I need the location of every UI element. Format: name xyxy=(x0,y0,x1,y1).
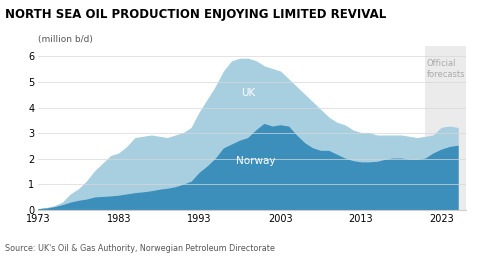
Text: NORTH SEA OIL PRODUCTION ENJOYING LIMITED REVIVAL: NORTH SEA OIL PRODUCTION ENJOYING LIMITE… xyxy=(5,8,386,21)
Text: Official
forecasts: Official forecasts xyxy=(427,59,466,79)
Bar xyxy=(425,46,466,210)
Text: Source: UK's Oil & Gas Authority, Norwegian Petroleum Directorate: Source: UK's Oil & Gas Authority, Norweg… xyxy=(5,244,275,253)
Text: (million b/d): (million b/d) xyxy=(38,35,93,45)
Text: UK: UK xyxy=(241,88,255,99)
Text: Norway: Norway xyxy=(236,156,276,166)
